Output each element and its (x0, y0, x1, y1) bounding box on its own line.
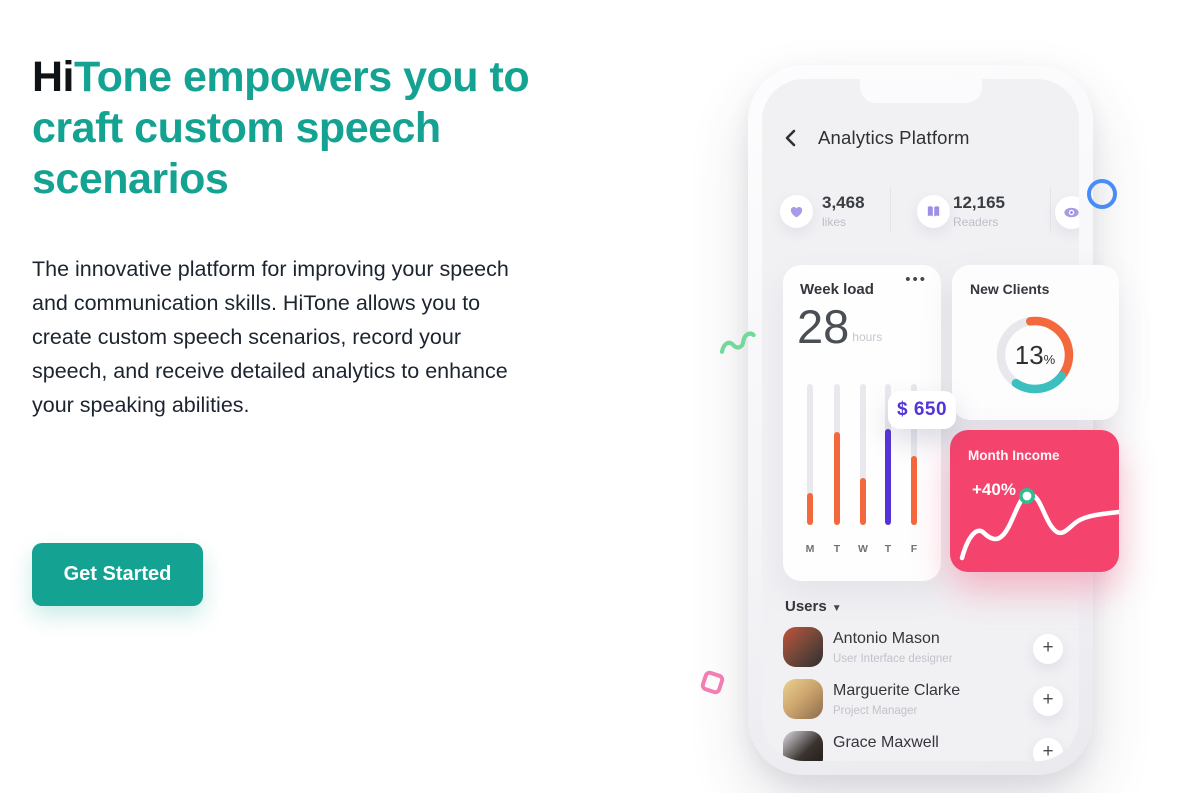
new-clients-unit: % (1043, 351, 1056, 367)
title-rest: Tone empowers you to craft custom speech… (32, 53, 530, 203)
user-row: Antonio Mason User Interface designer + (762, 625, 1079, 671)
circle-decoration (1087, 179, 1117, 209)
bar-fill (885, 429, 891, 525)
new-clients-card: New Clients 13 % (952, 265, 1119, 420)
chart-marker (1019, 487, 1036, 504)
avatar (783, 679, 823, 719)
donut-segment-teal (996, 316, 1074, 394)
squiggle-decoration (719, 331, 756, 354)
new-clients-donut-chart: 13 % (990, 310, 1080, 400)
day-label: W (858, 543, 868, 555)
chevron-down-icon: ▼ (831, 603, 842, 614)
get-started-button[interactable]: Get Started (32, 543, 203, 606)
users-dropdown[interactable]: Users ▼ (785, 598, 842, 615)
likes-label: likes (822, 215, 847, 229)
user-role: Project Manager (833, 705, 918, 717)
phone-mockup: Analytics Platform 3,468 likes 12,165 Re… (748, 65, 1119, 775)
avatar (783, 627, 823, 667)
avatar (783, 731, 823, 761)
new-clients-title: New Clients (970, 281, 1050, 297)
month-income-change: +40% (972, 480, 1016, 499)
user-name: Marguerite Clarke (833, 682, 961, 699)
add-user-button[interactable]: + (1033, 738, 1063, 761)
phone-screen: Analytics Platform 3,468 likes 12,165 Re… (762, 79, 1079, 761)
readers-value: 12,165 (953, 193, 1005, 212)
title-prefix: Hi (32, 53, 75, 101)
bar-fill (911, 456, 917, 525)
bar-tuesday (834, 384, 840, 525)
add-user-button[interactable]: + (1033, 686, 1063, 716)
new-clients-value: 13 (1014, 339, 1044, 370)
donut-center-label: 13 % (990, 310, 1080, 400)
bar-fill (807, 493, 813, 525)
phone-notch (859, 79, 982, 103)
bar-monday (807, 384, 813, 525)
bar-thursday (885, 384, 891, 525)
chevron-left-icon (785, 129, 796, 147)
more-menu-icon[interactable]: ••• (905, 271, 927, 288)
likes-stat-icon-circle (780, 195, 813, 228)
income-line-chart (959, 487, 1119, 561)
month-income-card: Month Income +40% (950, 430, 1119, 572)
page-title: HiTone empowers you to craft custom spee… (32, 52, 547, 205)
readers-label: Readers (953, 215, 999, 229)
user-name: Grace Maxwell (833, 734, 939, 751)
bar-fill (860, 478, 866, 525)
square-decoration (699, 669, 726, 696)
bar-wednesday (860, 384, 866, 525)
readers-stat-icon-circle (917, 195, 950, 228)
day-label: T (884, 543, 892, 555)
week-load-title: Week load (800, 281, 874, 298)
user-name: Antonio Mason (833, 630, 940, 647)
back-button[interactable] (780, 125, 804, 149)
user-row: Marguerite Clarke Project Manager + (762, 677, 1079, 723)
views-stat-icon-circle (1055, 196, 1079, 229)
add-user-button[interactable]: + (1033, 634, 1063, 664)
donut-segment-orange (996, 316, 1074, 394)
eye-icon (1064, 207, 1079, 218)
month-income-title: Month Income (968, 448, 1060, 463)
week-load-value: 28 (797, 300, 850, 353)
price-tooltip: $ 650 (888, 391, 956, 429)
day-label: M (805, 543, 815, 555)
user-role: User Interface designer (833, 653, 953, 665)
bar-friday (911, 384, 917, 525)
day-label: F (910, 543, 918, 555)
likes-value: 3,468 (822, 193, 865, 212)
heart-icon (790, 207, 803, 218)
bar-fill (834, 432, 840, 525)
user-row: Grace Maxwell + (762, 729, 1079, 761)
users-title: Users (785, 598, 827, 615)
stat-divider (890, 187, 891, 233)
week-load-unit: hours (852, 330, 883, 344)
day-label: T (833, 543, 841, 555)
book-icon (927, 206, 940, 217)
week-load-value-group: 28 hours (797, 301, 882, 353)
hero-description: The innovative platform for improving yo… (32, 257, 509, 417)
screen-title: Analytics Platform (818, 127, 970, 148)
stat-divider (1050, 187, 1051, 233)
